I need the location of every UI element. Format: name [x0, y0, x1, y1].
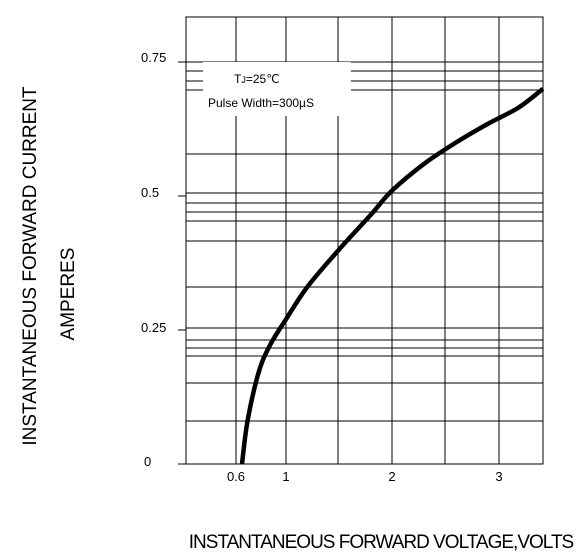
annotation-tj-value: =25℃: [246, 72, 280, 86]
y-tick-label: 0.25: [141, 320, 166, 335]
y-axis-title-line1: INSTANTANEOUS FORWARD CURRENT: [20, 86, 41, 446]
y-tick-label: 0.75: [141, 50, 166, 65]
x-tick-label: 2: [388, 469, 395, 484]
x-axis-title: INSTANTANEOUS FORWARD VOLTAGE,VOLTS: [189, 532, 574, 553]
annotation-tj-prefix: T: [234, 72, 242, 86]
annotation-tj-sub: J: [241, 75, 246, 85]
annotation-box: [203, 62, 351, 116]
x-tick-label: 3: [495, 469, 502, 484]
series-layer: [239, 87, 545, 465]
conditions-annotation: TJ=25℃ Pulse Width=300µS: [203, 62, 351, 116]
y-tick-label: 0: [144, 454, 151, 469]
x-tick-label: 1: [282, 469, 289, 484]
y-axis-title-line2: AMPERES: [58, 248, 79, 341]
annotation-tj: TJ=25℃: [234, 72, 280, 86]
x-tick-label: 0.6: [227, 469, 245, 484]
y-tick-label: 0.5: [141, 185, 159, 200]
plot-frame: [185, 16, 544, 465]
annotation-pulse-width: Pulse Width=300µS: [208, 96, 314, 110]
series-line-0: [239, 87, 545, 465]
